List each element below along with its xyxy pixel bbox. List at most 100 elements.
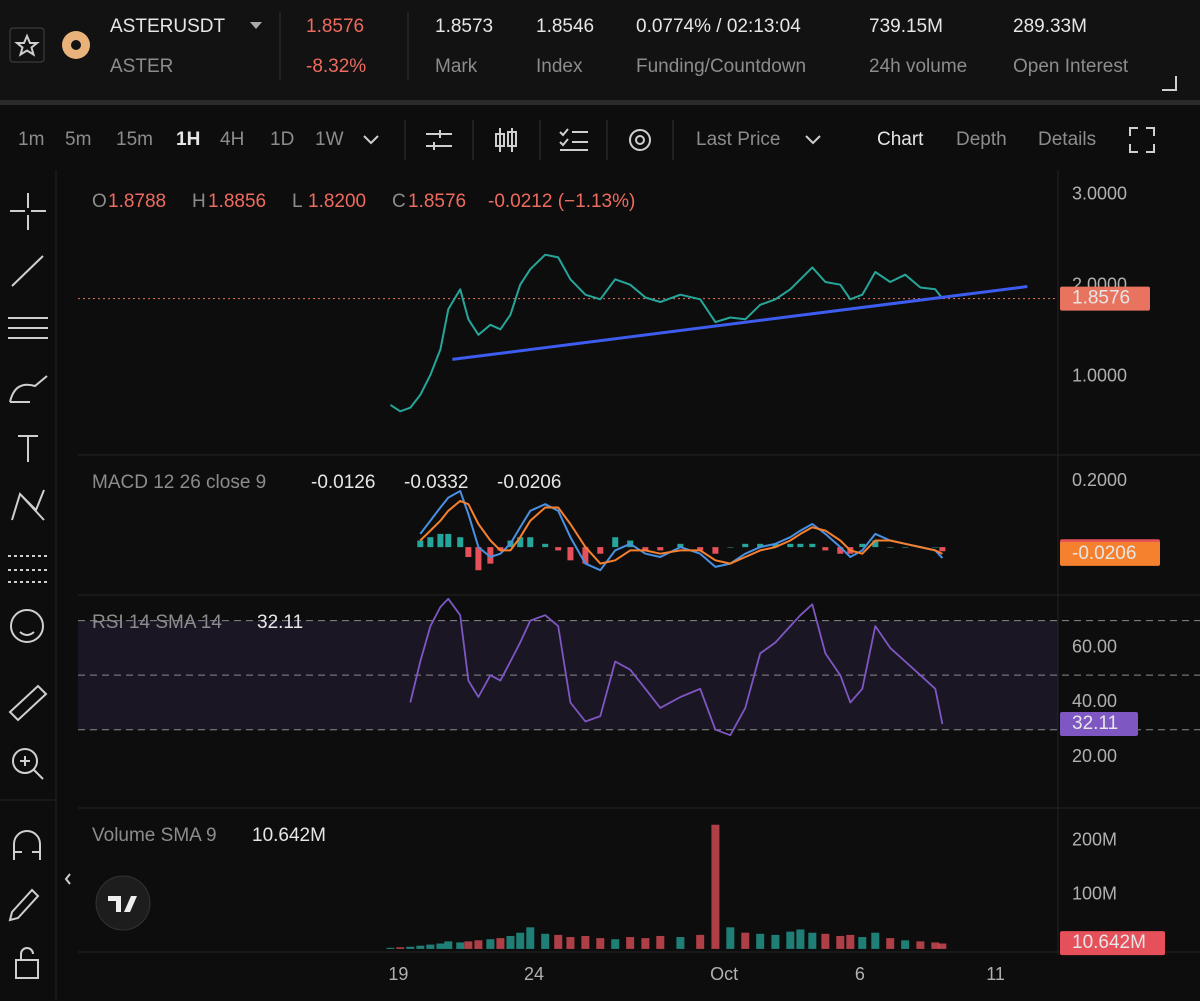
volume-bar	[554, 934, 563, 949]
stat-value: 0.0774% / 02:13:04	[636, 16, 801, 37]
histogram-bar	[642, 547, 649, 551]
interval-dropdown[interactable]	[363, 135, 379, 145]
brush-tool[interactable]	[9, 375, 48, 403]
interval[interactable]: 1D	[270, 129, 294, 150]
volume-sma-value: 10.642M	[252, 825, 326, 846]
emoji-tool[interactable]	[10, 609, 44, 643]
zoom-tool[interactable]	[12, 748, 38, 774]
lock-drawing-tool[interactable]	[8, 888, 40, 922]
candle-icon[interactable]	[495, 128, 517, 152]
y-tick-label: 1.0000	[1072, 365, 1127, 385]
volume-bar	[396, 947, 405, 949]
magnet-tool[interactable]	[13, 830, 41, 860]
histogram-bar	[727, 547, 734, 548]
interval-active[interactable]: 1H	[176, 129, 200, 150]
rsi-marker-label: 32.11	[1072, 713, 1118, 734]
volume-bar	[756, 933, 765, 949]
prediction-tool[interactable]	[8, 555, 48, 583]
price-marker-label: 1.8576	[1072, 288, 1130, 309]
tradingview-logo[interactable]	[95, 875, 151, 931]
fullscreen-icon[interactable]	[1129, 127, 1155, 153]
y-tick-label: 40.00	[1072, 691, 1117, 711]
histogram-bar	[809, 543, 816, 548]
histogram-bar	[487, 547, 494, 564]
interval[interactable]: 1W	[315, 129, 344, 150]
volume-bar	[808, 932, 817, 949]
symbol[interactable]: ASTERUSDT	[110, 16, 225, 37]
crosshair-tool[interactable]	[10, 193, 46, 230]
histogram-bar	[542, 543, 549, 548]
volume-bar	[786, 931, 795, 949]
interval[interactable]: 1m	[18, 129, 44, 150]
volume-bar	[516, 932, 525, 949]
y-tick-label: 3.0000	[1072, 183, 1127, 203]
histogram-bar	[517, 537, 524, 548]
volume-bar	[474, 940, 483, 949]
symbol-dropdown[interactable]	[250, 22, 262, 29]
collapse-arrow[interactable]	[64, 873, 71, 885]
tab[interactable]: Depth	[956, 129, 1007, 150]
x-tick-label: 11	[986, 964, 1005, 984]
tab-active[interactable]: Chart	[877, 129, 924, 150]
volume-bar	[496, 938, 505, 949]
histogram-bar	[787, 543, 794, 548]
tab[interactable]: Details	[1038, 129, 1096, 150]
volume-bar	[436, 943, 445, 949]
pattern-tool[interactable]	[11, 489, 45, 521]
y-tick-label: 0.2000	[1072, 470, 1127, 490]
ohlc-value: 1.8200	[308, 191, 366, 212]
plots: 19 24 Oct 6 111.00002.00003.00000.200020.004…	[78, 183, 1200, 984]
volume-bar	[711, 824, 720, 949]
histogram-bar	[457, 537, 464, 548]
interval[interactable]: 15m	[116, 129, 153, 150]
text-tool[interactable]	[18, 435, 38, 462]
volume-bar	[581, 935, 590, 949]
volume-bar	[821, 933, 830, 949]
emoji-smile	[19, 631, 35, 636]
stat-label: 24h volume	[869, 56, 967, 77]
fib-tool[interactable]	[8, 317, 48, 339]
histogram-bar	[657, 547, 664, 551]
macd-value: -0.0206	[497, 472, 561, 493]
volume-marker	[1060, 931, 1165, 956]
ohlc-key: L	[292, 191, 303, 212]
volume-bar	[696, 934, 705, 949]
ruler-tool[interactable]	[8, 684, 48, 722]
price-source[interactable]: Last Price	[696, 129, 780, 150]
lock-shackle	[20, 947, 34, 960]
header-separator	[0, 100, 1200, 105]
histogram-bar	[465, 547, 472, 558]
volume-bar	[916, 941, 925, 949]
price-marker	[1060, 286, 1150, 311]
ohlc-value: 1.8856	[208, 191, 266, 212]
volume-bar	[901, 940, 910, 949]
volume-marker-label: 10.642M	[1072, 932, 1146, 953]
volume-bar	[611, 939, 620, 949]
interval[interactable]: 4H	[220, 129, 244, 150]
histogram-bar	[597, 547, 604, 554]
ohlc-key: C	[392, 191, 406, 212]
tradingview-mark	[108, 896, 137, 912]
trend-line	[452, 285, 1028, 361]
histogram-bar	[427, 537, 434, 548]
favorite-button[interactable]	[9, 27, 45, 63]
histogram-bar	[497, 547, 504, 551]
price-source-dropdown[interactable]	[805, 135, 821, 145]
interval[interactable]: 5m	[65, 129, 91, 150]
resize-corner	[1162, 76, 1177, 91]
histogram-bar	[677, 543, 684, 548]
lock-tool[interactable]	[15, 959, 39, 979]
template-icon[interactable]	[559, 128, 588, 151]
volume-bar	[858, 937, 867, 949]
indicators-icon[interactable]	[426, 130, 452, 150]
line-tool[interactable]	[11, 255, 44, 287]
volume-bar	[938, 943, 947, 949]
volume-bar	[596, 938, 605, 949]
volume-bar	[726, 927, 735, 949]
volume-bar	[444, 941, 453, 949]
settings-icon[interactable]	[629, 129, 651, 151]
x-tick-label: 6	[855, 964, 865, 984]
volume-bar	[931, 942, 940, 949]
histogram-bar	[445, 533, 452, 548]
y-tick-label: 100M	[1072, 884, 1117, 904]
